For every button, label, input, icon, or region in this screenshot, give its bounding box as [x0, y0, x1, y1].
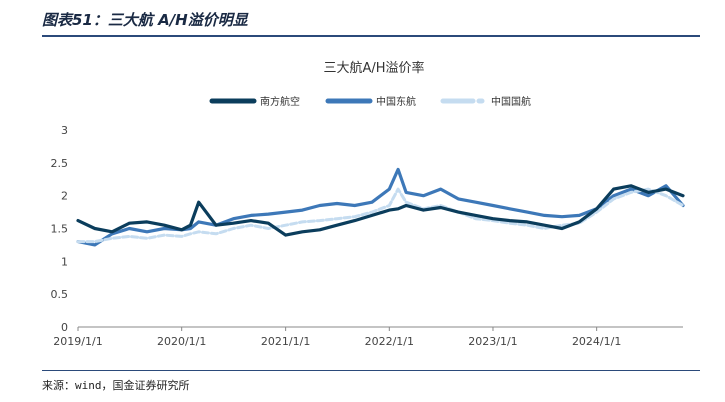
- figure-title: 图表51：三大航 A/H溢价明显: [42, 11, 248, 29]
- bottom-rule: [42, 370, 700, 371]
- y-tick-label: 0.5: [51, 288, 69, 301]
- x-tick-label: 2020/1/1: [157, 335, 206, 348]
- top-rule: [42, 35, 700, 37]
- plot-area: [76, 167, 685, 247]
- legend-label-3: 中国国航: [491, 95, 531, 108]
- legend: 南方航空 中国东航 中国国航: [209, 95, 531, 108]
- x-tick-label: 2019/1/1: [53, 335, 102, 348]
- y-tick-label: 3: [61, 124, 68, 137]
- x-tick-label: 2024/1/1: [572, 335, 621, 348]
- y-tick-label: 2: [61, 190, 68, 203]
- x-tick-label: 2022/1/1: [365, 335, 414, 348]
- y-tick-label: 1.5: [51, 223, 69, 236]
- x-tick-label: 2023/1/1: [468, 335, 517, 348]
- x-axis: 2019/1/1 2020/1/1 2021/1/1 2022/1/1 2023/1/1…: [53, 326, 683, 348]
- y-tick-label: 0: [61, 321, 68, 334]
- series-line-2: [76, 167, 685, 247]
- y-axis: 0 0.5 1 1.5 2 2.5 3: [51, 124, 69, 334]
- y-tick-label: 2.5: [51, 157, 69, 170]
- x-tick-label: 2021/1/1: [261, 335, 310, 348]
- y-tick-label: 1: [61, 255, 68, 268]
- legend-label-2: 中国东航: [376, 95, 416, 108]
- source-note: 来源：wind，国金证券研究所: [42, 379, 190, 392]
- chart-title: 三大航A/H溢价率: [323, 60, 424, 76]
- legend-label-1: 南方航空: [260, 95, 300, 108]
- series-line-1: [76, 184, 685, 237]
